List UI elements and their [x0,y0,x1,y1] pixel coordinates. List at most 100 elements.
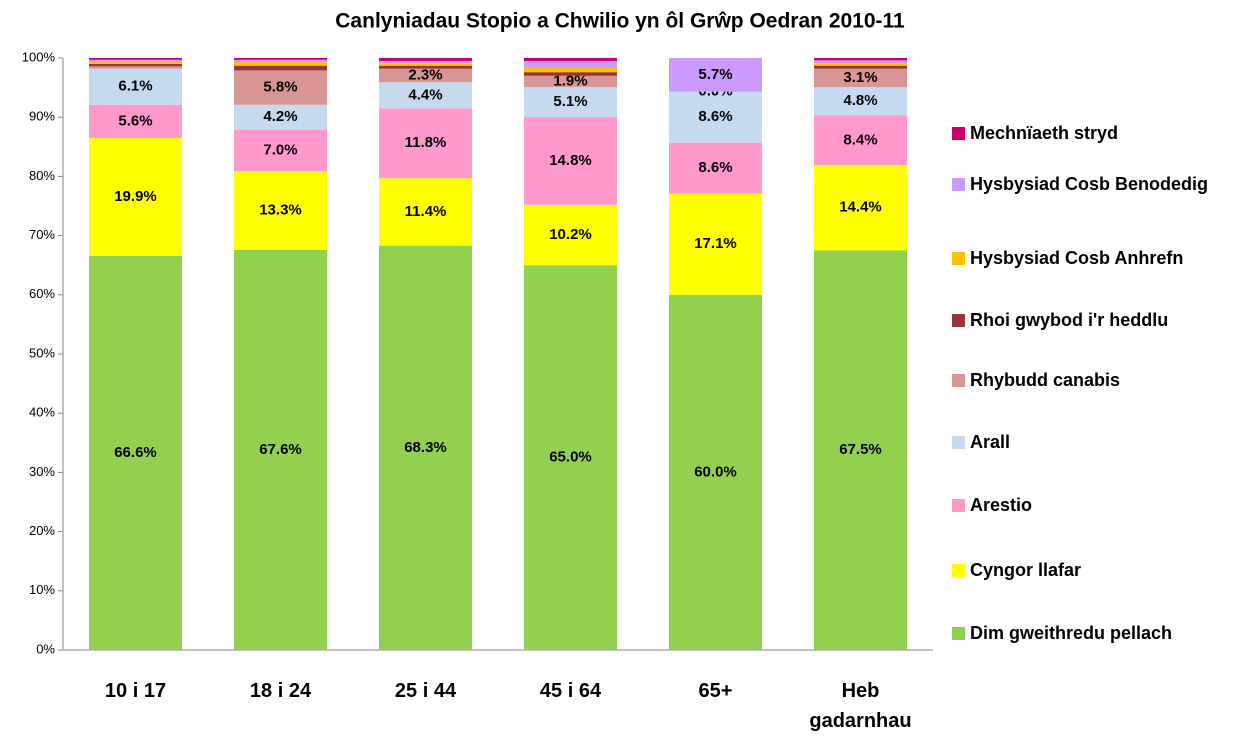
bar-segment [379,82,472,109]
bar-segment [669,142,762,194]
data-label: 7.0% [263,141,297,158]
bar-segment [234,129,327,172]
bar-segment [669,91,762,143]
bar-segment [234,65,327,71]
legend-swatch [952,314,965,327]
data-label: 66.6% [114,444,157,461]
data-label: 8.6% [698,159,732,176]
data-label: 6.1% [118,78,152,95]
legend-swatch [952,436,965,449]
data-label: 8.6% [698,108,732,125]
data-label: 11.8% [405,134,447,151]
bar-segment [524,265,617,650]
x-tick-label: 18 i 24 [249,680,312,702]
bar-segment [379,178,472,246]
bar-segment [524,58,617,61]
data-label: 17.1% [694,235,737,252]
x-tick-label: 10 i 17 [104,680,167,702]
y-tick-label: 10% [29,582,55,597]
bar-segment [524,204,617,266]
x-tick-label: 65+ [698,680,733,702]
bar-segment [379,108,472,179]
legend-label: Rhoi gwybod i'r heddlu [970,310,1169,330]
data-label: 14.4% [839,199,882,216]
bar-segment [379,63,472,66]
legend-label: Dim gweithredu pellach [970,623,1173,643]
data-label: 67.5% [839,441,882,458]
bar-segment [89,104,182,138]
bar-segment [814,250,907,650]
legend-label: Arall [970,432,1011,452]
data-label: 4.4% [408,86,442,103]
bar-segment [234,104,327,130]
bar-segment [89,66,182,69]
legend-swatch [952,374,965,387]
bar-segment [89,60,182,64]
bar-segment [669,193,762,295]
y-tick-label: 50% [29,345,55,360]
data-label: 5.6% [118,112,152,129]
bar-segment [379,60,472,64]
legend-swatch [952,127,965,140]
legend-swatch [952,627,965,640]
bar-segment [524,117,617,205]
bar-segment [89,137,182,256]
y-tick-label: 60% [29,286,55,301]
y-tick-label: 100% [22,49,56,64]
legend-swatch [952,564,965,577]
data-label: 8.4% [843,131,877,148]
bar-segment [234,171,327,250]
bar-segment [814,87,907,116]
y-tick-label: 0% [36,641,55,656]
legend-swatch [952,499,965,512]
data-label: 60.0% [694,463,737,480]
data-label: 67.6% [259,441,302,458]
legend-label: Hysbysiad Cosb Benodedig [970,174,1209,194]
data-label: 4.2% [263,108,297,125]
legend-swatch [952,178,965,191]
bar-segment [234,59,327,63]
bar-segment [814,60,907,64]
y-tick-label: 20% [29,523,55,538]
bar-segment [814,115,907,166]
data-label: 19.9% [114,188,157,205]
bar-segment [524,87,617,118]
bar-segment [669,294,762,650]
legend-label: Rhybudd canabis [970,370,1121,390]
bar-segment [234,62,327,66]
bar-segment [524,72,617,76]
data-label: 65.0% [549,449,592,466]
bar-segment [89,59,182,61]
bar-segment [379,58,472,61]
legend-label: Cyngor llafar [970,560,1082,580]
bar-segment [379,68,472,83]
bar-segment [379,65,472,69]
bar-segment [89,58,182,60]
bar-segment [814,68,907,88]
legend-label: Arestio [970,495,1033,515]
bar-segment [379,245,472,650]
y-tick-label: 30% [29,464,55,479]
y-tick-label: 70% [29,227,55,242]
data-label: 11.4% [405,203,447,220]
data-label: 2.3% [408,66,442,83]
bar-segment [814,63,907,66]
bar-segment [814,165,907,251]
legend-swatch [952,252,965,265]
y-tick-label: 80% [29,168,55,183]
x-tick-label: Heb gadarnhau [809,680,912,732]
bar-segment [814,65,907,69]
y-tick-label: 90% [29,109,55,124]
chart-title: Canlyniadau Stopio a Chwilio yn ôl Grŵp … [335,10,905,33]
bar-segment [524,75,617,88]
bar-segment [89,63,182,67]
bar-segment [89,255,182,650]
x-tick-label: 25 i 44 [394,680,457,702]
data-label: 10.2% [549,226,592,243]
bar-segment [669,58,762,92]
y-tick-label: 40% [29,405,55,420]
data-label: 5.8% [263,79,297,96]
data-label: 5.7% [698,66,732,83]
